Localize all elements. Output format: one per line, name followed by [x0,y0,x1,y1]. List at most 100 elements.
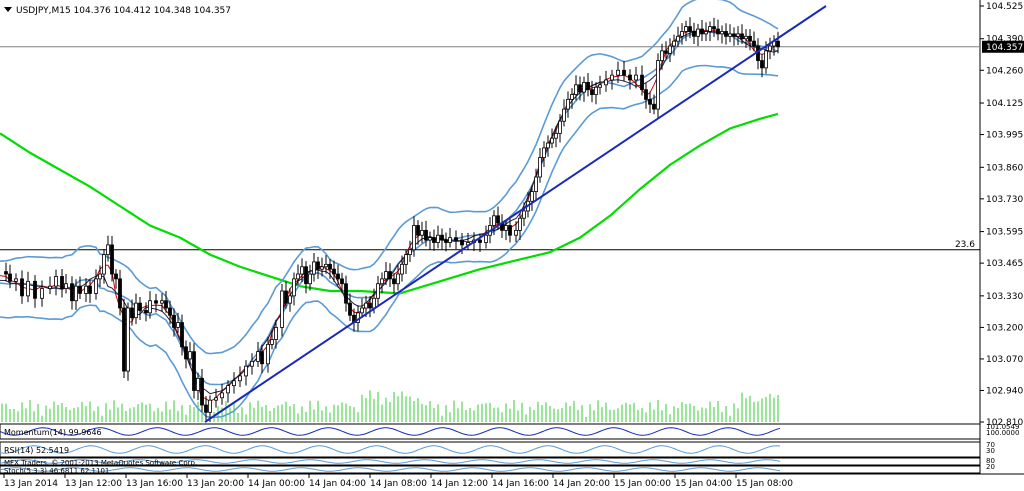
candle-body [440,234,444,241]
triangle-down-icon[interactable] [4,7,12,12]
candle-body [208,399,212,413]
candle-body [332,268,336,275]
candle-body [400,263,404,275]
candle-body [304,266,308,285]
candle-body [598,84,602,88]
price-tick-label: 103.200 [986,323,1023,333]
candle-body [684,26,688,32]
candle-body [514,229,518,236]
time-tick-label: 13 Jan 16:00 [126,479,183,489]
candle-body [518,217,522,231]
candle-body [8,273,12,282]
time-tick-label: 14 Jan 16:00 [492,479,549,489]
candle-body [324,263,328,268]
candle-body [720,31,724,35]
indicator-pane [0,423,981,440]
candle-body [114,273,118,280]
candle-body [664,50,668,54]
candle-body [188,351,192,360]
volume-bars [1,390,779,422]
candle-body [106,244,110,256]
indicator-scale-label: 101.0549 [986,423,1019,431]
candle-body [546,142,550,149]
candle-body [424,229,428,241]
candle-body [692,31,696,37]
candle-body [736,33,740,37]
candle-body [484,234,488,243]
candle-body [196,377,200,391]
candle-body [122,307,126,372]
candle-body [284,290,288,304]
candle-body [744,35,748,40]
candle-body [126,307,130,372]
candle-body [98,273,102,280]
candle-body [582,82,586,93]
candle-body [160,300,164,304]
candle-body [724,31,728,37]
candle-body [508,225,512,236]
candle-body [220,392,224,399]
candle-body [316,261,320,270]
fib-level-label: 23.6 [955,240,975,250]
candle-body [130,307,134,319]
candle-body [168,307,172,316]
candle-body [88,285,92,294]
candle-body [700,28,704,35]
trendline[interactable] [204,5,827,423]
indicator-pane [0,465,981,474]
candle-body [280,290,284,328]
candle-body [656,60,660,110]
candle-body [226,385,230,394]
candle-body [538,157,542,178]
candle-body [696,28,700,37]
candle-body [492,215,496,226]
price-tick-label: 102.810 [986,418,1023,428]
chart-header: USDJPY,M15 104.376 104.412 104.348 104.3… [16,6,231,16]
candle-body [680,31,684,37]
price-tick-label: 103.465 [986,259,1023,269]
candle-body [266,343,270,365]
candle-body [376,283,380,299]
candle-body [640,74,644,91]
ma-green-line [0,112,779,295]
candle-body [288,295,292,304]
candle-body [530,191,534,202]
time-tick-label: 14 Jan 04:00 [309,479,366,489]
candle-body [256,351,260,362]
candle-body [20,278,24,297]
candle-body [48,285,52,289]
candle-body [300,266,304,275]
candle-body [752,40,756,47]
price-tick-label: 103.595 [986,228,1023,238]
price-tick-label: 104.260 [986,66,1023,76]
candle-body [764,50,768,69]
candle-body [200,377,204,406]
candle-body [134,302,138,319]
time-tick-label: 13 Jan 20:00 [187,479,244,489]
candle-body [110,244,114,275]
candle-body [214,397,218,401]
price-tick-label: 103.995 [986,131,1023,141]
candle-body [238,375,242,382]
candle-body [184,346,188,360]
candle-body [84,285,88,294]
candle-body [164,300,168,309]
candle-body [416,225,420,236]
candle-body [138,302,142,311]
candle-body [574,84,578,95]
candle-body [396,273,400,285]
indicator-label: Momentum(14) 99.9646 [4,428,102,437]
candle-body [260,351,264,365]
candle-body [676,35,680,42]
candle-body [728,33,732,37]
candle-body [328,263,332,270]
candle-body [60,276,64,289]
candle-body [292,278,296,297]
candle-body [768,45,772,52]
candle-body [460,239,464,246]
candle-body [176,322,180,328]
time-tick-label: 15 Jan 04:00 [675,479,732,489]
candle-body [496,215,500,224]
